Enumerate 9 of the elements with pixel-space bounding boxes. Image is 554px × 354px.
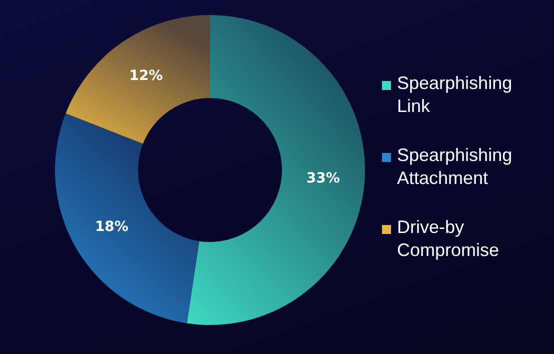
legend-label: Spearphishing Attachment	[397, 144, 514, 190]
legend-label: Spearphishing Link	[397, 72, 514, 118]
donut-slice	[186, 15, 365, 325]
donut-slice	[66, 15, 210, 144]
data-label: 12%	[129, 68, 163, 84]
donut-slice	[55, 113, 200, 324]
legend-label: Drive-by Compromise	[397, 216, 500, 262]
data-label: 33%	[306, 170, 340, 186]
data-label: 18%	[94, 218, 128, 235]
